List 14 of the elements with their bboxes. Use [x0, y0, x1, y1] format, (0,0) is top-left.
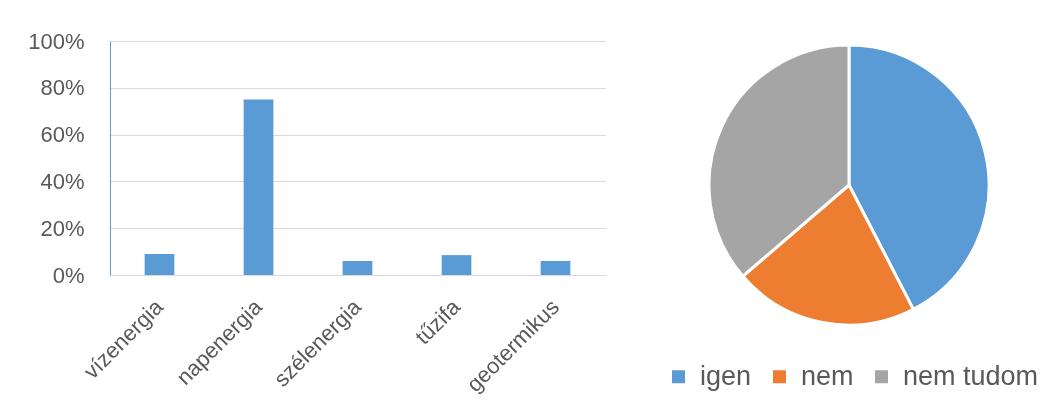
bar — [243, 99, 274, 275]
legend-label: nem tudom — [903, 360, 1039, 391]
y-tick-label: 100% — [28, 28, 85, 54]
legend-label: igen — [700, 360, 752, 391]
bar — [144, 253, 175, 275]
legend-label: nem — [801, 360, 854, 391]
y-tick-label: 40% — [40, 168, 85, 194]
y-tick-label: 0% — [52, 262, 85, 288]
bar — [441, 255, 472, 275]
y-tick-label: 80% — [40, 75, 85, 101]
y-tick-label: 60% — [40, 122, 85, 148]
bar — [342, 260, 373, 275]
bar — [540, 260, 571, 275]
y-tick-label: 20% — [40, 215, 85, 241]
